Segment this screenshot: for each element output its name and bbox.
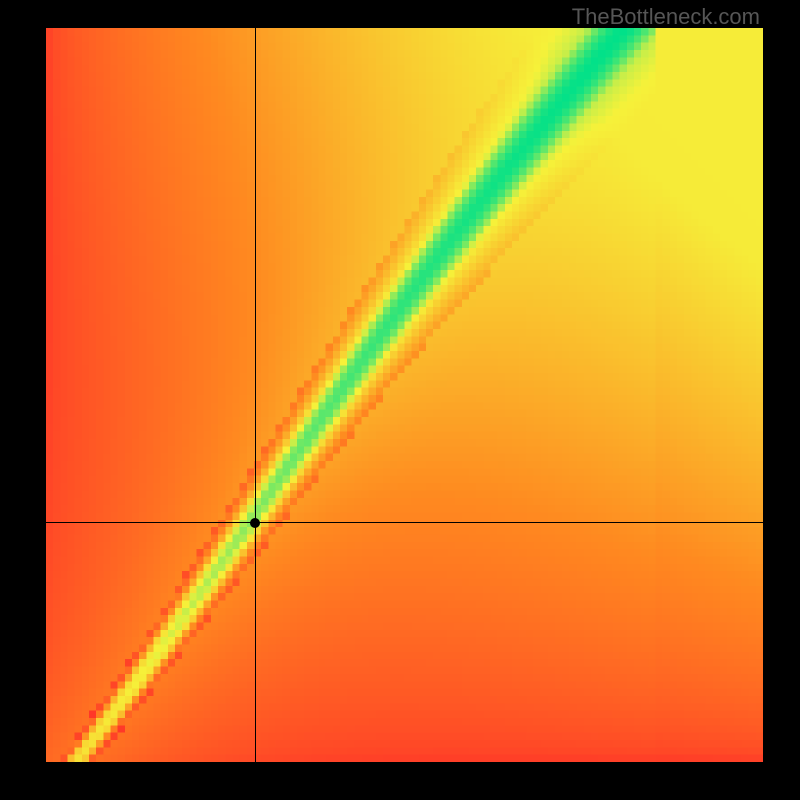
frame-left <box>0 28 46 762</box>
frame-right <box>763 28 800 762</box>
figure-container: TheBottleneck.com <box>0 0 800 800</box>
frame-bottom <box>0 762 800 800</box>
watermark-text: TheBottleneck.com <box>572 4 760 30</box>
crosshair-horizontal <box>46 522 763 523</box>
bottleneck-heatmap <box>46 28 763 762</box>
crosshair-vertical <box>255 28 256 762</box>
